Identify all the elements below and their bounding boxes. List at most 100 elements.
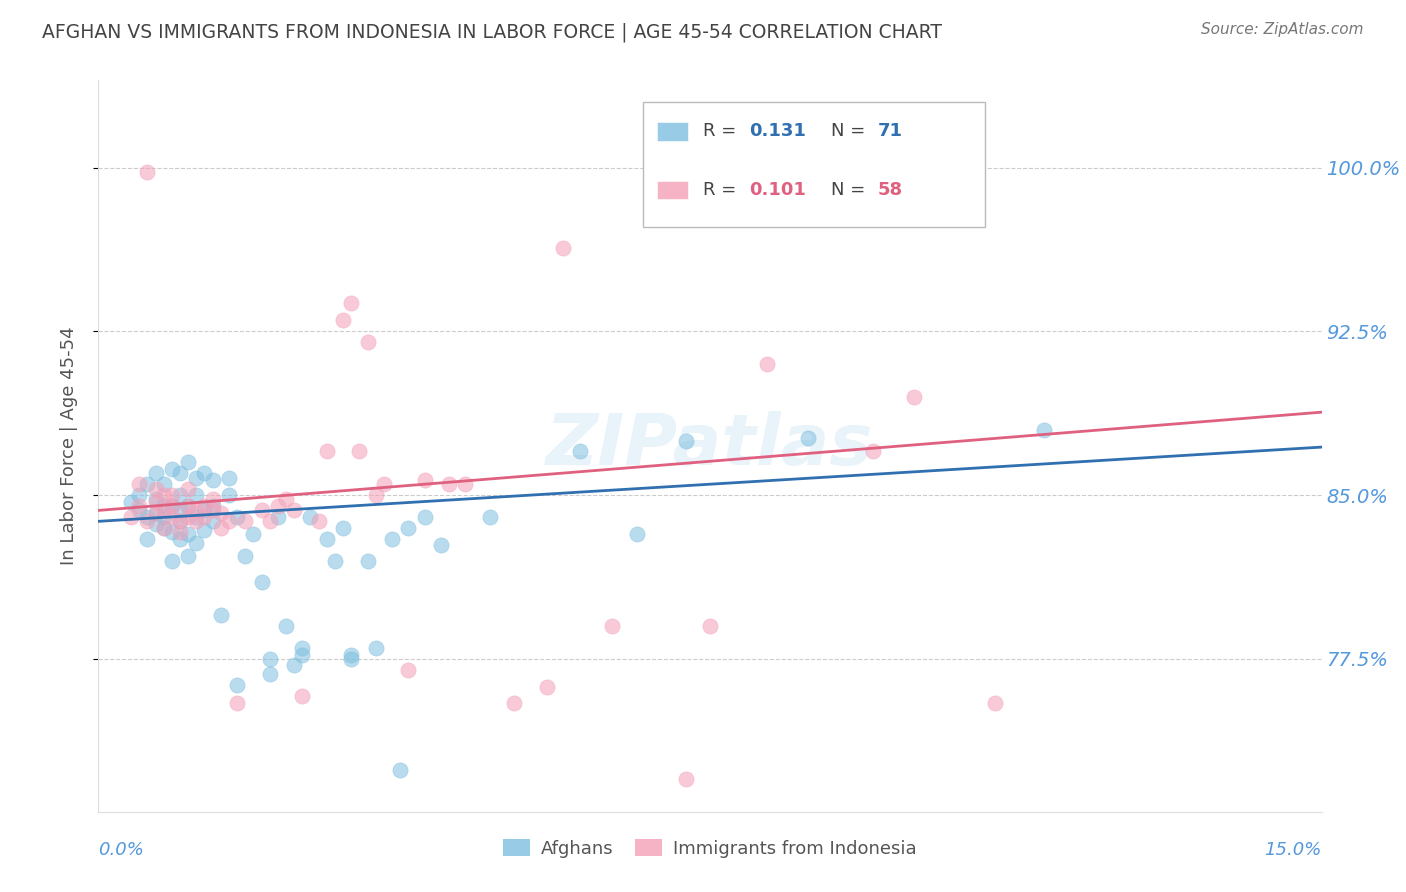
Point [136, 532, 159, 546]
Point [160, 554, 183, 568]
Point [315, 444, 337, 458]
Point [169, 488, 191, 502]
Point [364, 488, 387, 502]
Point [193, 503, 215, 517]
Point [413, 510, 436, 524]
Point [274, 492, 297, 507]
Point [340, 296, 363, 310]
Point [152, 510, 174, 524]
Point [128, 488, 150, 502]
Point [283, 503, 305, 517]
Point [169, 503, 191, 517]
Text: 0.0%: 0.0% [98, 841, 145, 859]
Point [233, 549, 256, 564]
Point [169, 514, 191, 528]
Point [568, 444, 591, 458]
Point [201, 492, 224, 507]
Point [218, 488, 240, 502]
Point [340, 652, 363, 666]
Point [186, 510, 208, 524]
Point [553, 241, 575, 255]
Point [536, 680, 558, 694]
Point [160, 499, 183, 513]
Point [136, 510, 159, 524]
Point [193, 467, 215, 481]
Point [145, 516, 167, 531]
Point [233, 514, 256, 528]
Point [177, 482, 200, 496]
Point [250, 575, 273, 590]
Point [186, 488, 208, 502]
Point [259, 514, 281, 528]
Point [152, 521, 174, 535]
Point [152, 477, 174, 491]
Point [364, 640, 387, 655]
Point [201, 499, 224, 513]
Point [177, 527, 200, 541]
Point [242, 527, 264, 541]
Point [169, 532, 191, 546]
Point [186, 503, 208, 517]
Point [209, 506, 232, 520]
Point [145, 482, 167, 496]
Point [193, 499, 215, 513]
Text: 58: 58 [877, 181, 903, 199]
Bar [658, 122, 688, 141]
Point [226, 696, 249, 710]
Point [626, 527, 648, 541]
Text: ZIPatlas: ZIPatlas [547, 411, 873, 481]
Point [209, 608, 232, 623]
FancyBboxPatch shape [643, 103, 986, 227]
Point [128, 499, 150, 513]
Point [332, 521, 354, 535]
Point [478, 510, 501, 524]
Point [291, 640, 314, 655]
Point [136, 165, 159, 179]
Point [381, 532, 404, 546]
Text: 0.131: 0.131 [749, 122, 806, 140]
Point [120, 510, 142, 524]
Point [177, 510, 200, 524]
Point [201, 514, 224, 528]
Point [169, 467, 191, 481]
Point [120, 494, 142, 508]
Point [169, 525, 191, 540]
Point [699, 619, 721, 633]
Point [356, 554, 378, 568]
Text: N =: N = [831, 181, 872, 199]
Point [218, 470, 240, 484]
Point [250, 503, 273, 517]
Point [160, 488, 183, 502]
Point [356, 335, 378, 350]
Point [128, 477, 150, 491]
Point [177, 455, 200, 469]
Point [349, 444, 371, 458]
Point [145, 467, 167, 481]
Point [291, 648, 314, 662]
Point [600, 619, 623, 633]
Y-axis label: In Labor Force | Age 45-54: In Labor Force | Age 45-54 [59, 326, 77, 566]
Point [152, 499, 174, 513]
Point [201, 473, 224, 487]
Text: R =: R = [703, 181, 742, 199]
Point [862, 444, 884, 458]
Point [315, 532, 337, 546]
Point [160, 462, 183, 476]
Point [259, 667, 281, 681]
Point [160, 510, 183, 524]
Text: 15.0%: 15.0% [1264, 841, 1322, 859]
Point [136, 477, 159, 491]
Point [267, 499, 290, 513]
Point [201, 503, 224, 517]
Text: N =: N = [831, 122, 872, 140]
Bar [658, 181, 688, 199]
Point [226, 510, 249, 524]
Point [756, 357, 779, 371]
Point [186, 514, 208, 528]
Point [437, 477, 460, 491]
Point [186, 536, 208, 550]
Point [177, 499, 200, 513]
Point [152, 503, 174, 517]
Point [160, 499, 183, 513]
Point [145, 506, 167, 520]
